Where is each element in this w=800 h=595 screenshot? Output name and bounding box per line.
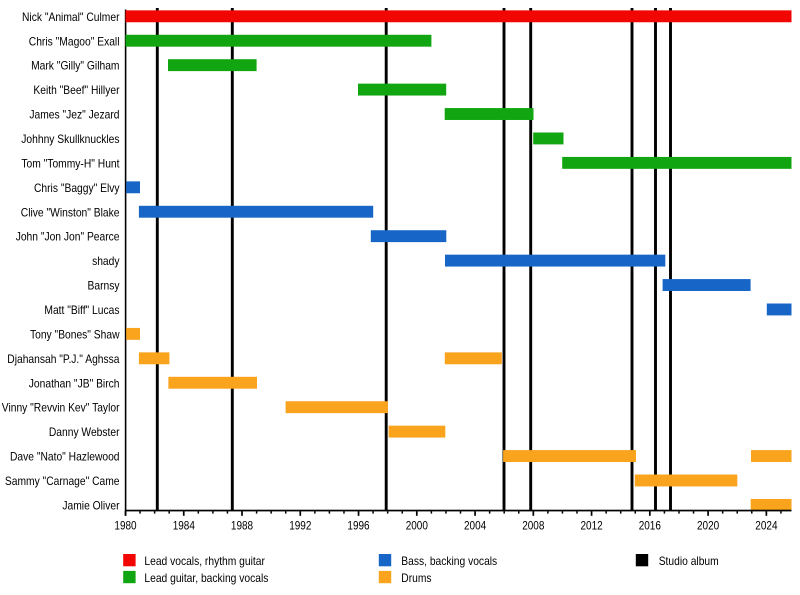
svg-text:Dave "Nato" Hazlewood: Dave "Nato" Hazlewood (10, 450, 120, 464)
svg-text:2000: 2000 (406, 519, 428, 533)
svg-text:Lead vocals, rhythm guitar: Lead vocals, rhythm guitar (144, 554, 265, 568)
svg-text:Mark "Gilly" Gilham: Mark "Gilly" Gilham (31, 59, 119, 73)
svg-text:1984: 1984 (173, 519, 195, 533)
svg-text:Barnsy: Barnsy (88, 279, 120, 293)
svg-text:Johhny Skullknuckles: Johhny Skullknuckles (21, 132, 119, 146)
svg-text:Jonathan "JB" Birch: Jonathan "JB" Birch (29, 376, 120, 390)
svg-text:2004: 2004 (464, 519, 486, 533)
svg-text:James "Jez" Jezard: James "Jez" Jezard (29, 108, 119, 122)
svg-text:1992: 1992 (289, 519, 311, 533)
svg-text:Nick "Animal" Culmer: Nick "Animal" Culmer (22, 10, 120, 24)
svg-text:Bass, backing vocals: Bass, backing vocals (401, 554, 497, 568)
svg-text:Vinny "Revvin Kev" Taylor: Vinny "Revvin Kev" Taylor (2, 401, 120, 415)
svg-text:John "Jon Jon" Pearce: John "Jon Jon" Pearce (16, 230, 120, 244)
svg-text:Chris "Magoo" Exall: Chris "Magoo" Exall (29, 34, 120, 48)
svg-text:Danny Webster: Danny Webster (49, 425, 120, 439)
svg-text:Tom "Tommy-H" Hunt: Tom "Tommy-H" Hunt (21, 156, 120, 170)
svg-text:Drums: Drums (401, 571, 431, 585)
svg-text:Matt "Biff" Lucas: Matt "Biff" Lucas (44, 303, 119, 317)
svg-text:Lead guitar, backing vocals: Lead guitar, backing vocals (144, 571, 268, 585)
svg-text:shady: shady (92, 254, 119, 268)
svg-text:2020: 2020 (697, 519, 719, 533)
svg-text:Clive "Winston" Blake: Clive "Winston" Blake (21, 205, 120, 219)
svg-text:1996: 1996 (347, 519, 369, 533)
svg-text:Djahansah "P.J." Aghssa: Djahansah "P.J." Aghssa (7, 352, 119, 366)
svg-text:Keith "Beef" Hillyer: Keith "Beef" Hillyer (33, 83, 119, 97)
svg-text:Chris "Baggy" Elvy: Chris "Baggy" Elvy (34, 181, 120, 195)
svg-text:2008: 2008 (522, 519, 544, 533)
svg-text:2012: 2012 (581, 519, 603, 533)
svg-text:Tony "Bones" Shaw: Tony "Bones" Shaw (30, 327, 120, 341)
svg-text:Jamie Oliver: Jamie Oliver (62, 498, 119, 512)
svg-text:1988: 1988 (231, 519, 253, 533)
svg-text:2016: 2016 (639, 519, 661, 533)
svg-text:Sammy "Carnage" Came: Sammy "Carnage" Came (5, 474, 120, 488)
svg-text:Studio album: Studio album (659, 554, 719, 568)
svg-text:2024: 2024 (755, 519, 777, 533)
svg-text:1980: 1980 (114, 519, 136, 533)
